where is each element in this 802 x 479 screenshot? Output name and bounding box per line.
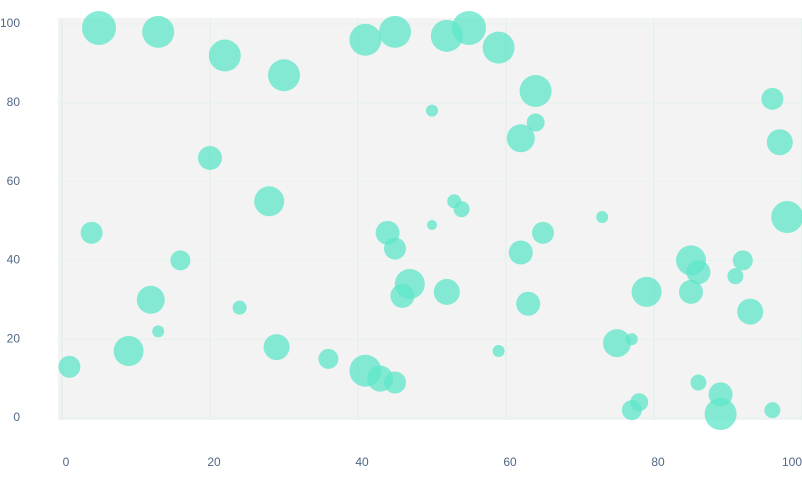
- bubble: [704, 398, 737, 431]
- plot-background: [58, 18, 802, 420]
- bubble: [492, 345, 505, 358]
- bubble: [686, 260, 711, 285]
- x-tick-label: 100: [782, 455, 802, 469]
- bubble: [390, 283, 415, 308]
- bubble: [318, 348, 339, 369]
- bubble: [232, 300, 247, 315]
- bubble: [526, 113, 545, 132]
- bubble: [379, 15, 411, 48]
- bubble: [113, 336, 144, 367]
- x-tick-label: 40: [355, 455, 369, 469]
- bubble: [596, 211, 609, 224]
- y-tick-label: 100: [0, 16, 20, 30]
- bubble: [727, 268, 744, 285]
- bubble: [631, 276, 662, 307]
- x-tick-label: 80: [651, 455, 665, 469]
- bubble: [170, 250, 191, 271]
- bubble: [426, 104, 438, 117]
- bubble: [690, 374, 707, 391]
- bubble: [679, 279, 703, 304]
- bubble: [136, 285, 165, 314]
- bubble: [433, 278, 460, 305]
- bubble: [771, 201, 802, 234]
- x-tick-label: 20: [207, 455, 221, 469]
- bubble: [532, 221, 554, 244]
- bubble: [625, 333, 638, 346]
- bubble: [254, 186, 285, 217]
- bubble: [516, 291, 541, 316]
- bubble: [384, 237, 406, 260]
- bubble: [349, 23, 382, 56]
- bubble: [80, 221, 103, 244]
- bubble: [766, 129, 793, 156]
- bubble: [603, 329, 631, 358]
- bubble: [384, 371, 406, 394]
- bubble: [482, 31, 515, 64]
- bubble: [737, 298, 764, 325]
- bubble: [268, 59, 300, 92]
- bubble: [58, 355, 81, 378]
- bubble: [732, 250, 753, 271]
- bubble: [508, 240, 533, 265]
- bubble: [263, 334, 290, 361]
- bubble: [427, 219, 437, 230]
- bubble: [452, 10, 486, 45]
- bubble: [519, 74, 552, 107]
- bubble: [453, 201, 470, 218]
- bubble: [142, 15, 175, 48]
- bubble: [208, 39, 241, 72]
- y-tick-label: 40: [7, 253, 21, 267]
- bubble: [152, 325, 165, 338]
- y-tick-label: 20: [7, 331, 21, 345]
- y-tick-label: 60: [7, 174, 21, 188]
- bubble: [764, 402, 781, 419]
- bubble: [621, 400, 642, 421]
- bubble: [761, 87, 784, 110]
- bubble: [82, 10, 116, 45]
- y-tick-label: 0: [13, 410, 20, 424]
- bubble: [506, 124, 535, 153]
- x-tick-label: 0: [63, 455, 70, 469]
- bubble: [198, 145, 222, 170]
- x-tick-label: 60: [503, 455, 517, 469]
- y-tick-label: 80: [7, 95, 21, 109]
